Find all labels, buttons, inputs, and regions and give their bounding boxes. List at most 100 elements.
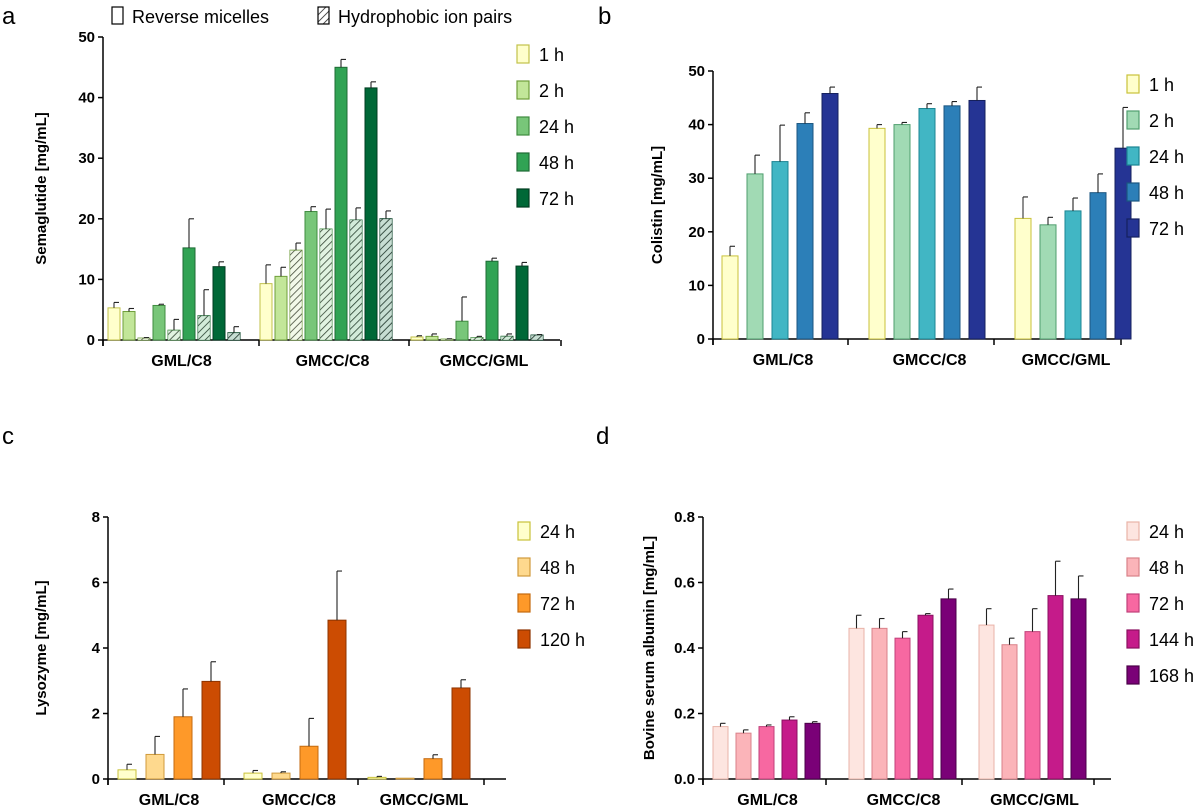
bar-24-h-gmcc-c8 bbox=[918, 108, 936, 340]
bar-hatch-48-h bbox=[198, 315, 210, 340]
bar-72-h-gmcc-c8 bbox=[894, 637, 911, 780]
bar-1-h-gml-c8 bbox=[107, 307, 121, 341]
bar-24-h-gmcc-gml bbox=[455, 320, 469, 341]
bar-72-h-gml-c8 bbox=[212, 266, 226, 341]
reverse-micelles-swatch bbox=[111, 6, 124, 25]
panel-d-chart: 0.0 0.2 0.4 0.6 0.8 Bovine serum albumin [mg/… bbox=[641, 509, 1194, 807]
bar-24-h-gmcc-c8 bbox=[304, 211, 318, 341]
bar-168-h-gml-c8 bbox=[804, 722, 821, 780]
bar-24-h-gmcc-gml bbox=[978, 624, 995, 780]
panel-c-letter: c bbox=[2, 423, 14, 450]
legend-swatch-24-h bbox=[517, 521, 531, 541]
bar-168-h-gmcc-c8 bbox=[940, 598, 957, 780]
legend-swatch-48-h bbox=[1126, 182, 1140, 202]
legend-swatch-72-h bbox=[1126, 218, 1140, 238]
y-tick-label: 30 bbox=[78, 150, 95, 167]
category-label: GMCC/C8 bbox=[893, 352, 967, 369]
legend-swatch-1-h bbox=[1126, 74, 1140, 94]
bar-24-h-gml-c8 bbox=[152, 304, 166, 341]
bar-hatch-72-h bbox=[380, 218, 392, 340]
bar-24-h-gml-c8 bbox=[771, 161, 789, 340]
y-tick-label: 2 bbox=[92, 706, 100, 723]
legend-swatch-168-h bbox=[1126, 665, 1140, 685]
legend-label-24-h: 24 h bbox=[540, 522, 575, 542]
legend-label-72-h: 72 h bbox=[1149, 219, 1184, 239]
legend-label-2-h: 2 h bbox=[1149, 111, 1174, 131]
legend-swatch-48-h bbox=[1126, 557, 1140, 577]
y-tick-label: 10 bbox=[688, 277, 705, 294]
bar-48-h-gmcc-c8 bbox=[334, 66, 348, 341]
legend-label-48-h: 48 h bbox=[1149, 183, 1184, 203]
category-label: GML/C8 bbox=[737, 792, 798, 807]
bar-72-h-gmcc-c8 bbox=[299, 745, 319, 780]
y-tick-label: 8 bbox=[92, 509, 100, 526]
y-tick-label: 0 bbox=[697, 331, 705, 348]
category-label: GML/C8 bbox=[151, 353, 212, 370]
legend-label-72-h: 72 h bbox=[540, 594, 575, 614]
bar-144-h-gml-c8 bbox=[781, 719, 798, 780]
legend-label-24-h: 24 h bbox=[539, 117, 574, 137]
y-axis-label: Lysozyme [mg/mL] bbox=[33, 580, 50, 715]
legend-swatch-144-h bbox=[1126, 629, 1140, 649]
bar-48-h-gmcc-c8 bbox=[871, 627, 888, 780]
legend-label-24-h: 24 h bbox=[1149, 522, 1184, 542]
y-tick-label: 6 bbox=[92, 575, 100, 592]
category-label: GML/C8 bbox=[753, 352, 814, 369]
bar-72-h-gmcc-c8 bbox=[968, 99, 986, 340]
bar-48-h-gml-c8 bbox=[796, 123, 814, 340]
category-label: GMCC/GML bbox=[990, 792, 1079, 807]
panel-d-letter: d bbox=[596, 423, 609, 450]
y-tick-label: 20 bbox=[688, 224, 705, 241]
bar-hatch-24-h bbox=[471, 337, 483, 340]
hydrophobic-ion-pairs-label: Hydrophobic ion pairs bbox=[338, 7, 512, 27]
bar-72-h-gmcc-gml bbox=[1024, 631, 1041, 780]
legend-swatch-2-h bbox=[516, 80, 530, 100]
bar-144-h-gmcc-gml bbox=[1047, 595, 1064, 780]
bar-hatch-24-h bbox=[320, 229, 332, 340]
y-tick-label: 0.2 bbox=[674, 706, 695, 723]
bar-48-h-gmcc-gml bbox=[485, 260, 499, 341]
legend-label-120-h: 120 h bbox=[540, 630, 585, 650]
y-tick-label: 10 bbox=[78, 271, 95, 288]
bar-hatch-72-h bbox=[531, 335, 543, 340]
category-label: GMCC/GML bbox=[440, 353, 529, 370]
bar-hatch-2-h bbox=[441, 339, 453, 340]
bar-2-h-gmcc-c8 bbox=[893, 124, 911, 340]
legend-label-1-h: 1 h bbox=[539, 45, 564, 65]
bar-24-h-gmcc-gml bbox=[367, 776, 387, 780]
bar-48-h-gml-c8 bbox=[735, 732, 752, 780]
reverse-micelles-label: Reverse micelles bbox=[132, 7, 269, 27]
legend-label-24-h: 24 h bbox=[1149, 147, 1184, 167]
y-tick-label: 50 bbox=[688, 63, 705, 80]
bar-72-h-gmcc-c8 bbox=[364, 87, 378, 341]
legend-swatch-72-h bbox=[1126, 593, 1140, 613]
y-tick-label: 40 bbox=[78, 90, 95, 107]
category-label: GMCC/C8 bbox=[296, 353, 370, 370]
bar-72-h-gml-c8 bbox=[173, 716, 193, 780]
bar-2-h-gmcc-gml bbox=[1039, 224, 1057, 340]
panel-c-chart: 0 2 4 6 8 Lysozyme [mg/mL] GML/C8 GMCC/C8 GMCC/G… bbox=[33, 509, 585, 807]
panel-b-letter: b bbox=[598, 3, 611, 30]
y-tick-label: 4 bbox=[92, 640, 101, 657]
legend-label-48-h: 48 h bbox=[539, 153, 574, 173]
legend-label-1-h: 1 h bbox=[1149, 75, 1174, 95]
legend-swatch-48-h bbox=[516, 152, 530, 172]
bar-hatch-72-h bbox=[228, 332, 240, 340]
legend-swatch-1-h bbox=[516, 44, 530, 64]
bar-48-h-gmcc-gml bbox=[1089, 192, 1107, 340]
bar-24-h-gmcc-c8 bbox=[243, 772, 263, 780]
bar-24-h-gml-c8 bbox=[712, 726, 729, 780]
bar-2-h-gmcc-c8 bbox=[274, 275, 288, 341]
bar-168-h-gmcc-gml bbox=[1070, 598, 1087, 780]
bar-2-h-gml-c8 bbox=[122, 311, 136, 341]
legend-label-168-h: 168 h bbox=[1149, 666, 1194, 686]
bar-48-h-gml-c8 bbox=[182, 247, 196, 341]
category-label: GMCC/GML bbox=[380, 792, 469, 807]
legend-label-72-h: 72 h bbox=[539, 189, 574, 209]
legend-swatch-24-h bbox=[1126, 521, 1140, 541]
bar-hatch-2-h bbox=[290, 250, 302, 340]
bar-72-h-gml-c8 bbox=[821, 93, 839, 340]
figure-legend: Reverse micelles Hydrophobic ion pairs bbox=[111, 6, 512, 27]
bar-1-h-gmcc-c8 bbox=[259, 283, 273, 341]
